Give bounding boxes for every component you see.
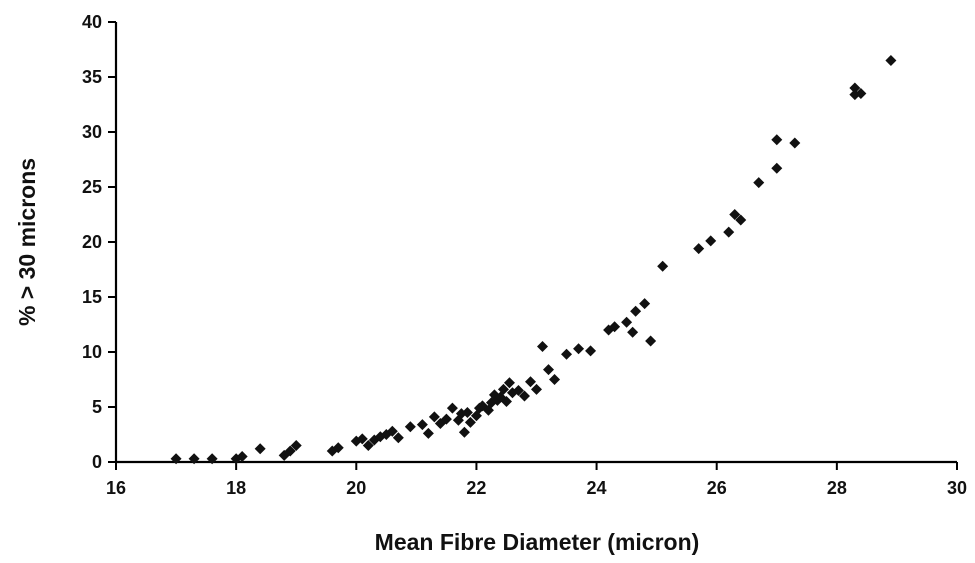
- x-tick-label: 16: [106, 478, 126, 498]
- data-point: [789, 137, 801, 149]
- x-tick-label: 30: [947, 478, 967, 498]
- data-point: [771, 134, 783, 146]
- y-tick-label: 10: [82, 342, 102, 362]
- data-point: [332, 442, 344, 454]
- data-point: [392, 432, 404, 444]
- data-point: [657, 260, 669, 272]
- x-tick-label: 24: [587, 478, 607, 498]
- data-point: [458, 426, 470, 438]
- data-point: [645, 335, 657, 347]
- data-point: [428, 411, 440, 423]
- data-point: [855, 88, 867, 99]
- y-axis-title: % > 30 microns: [14, 158, 40, 326]
- data-point: [561, 348, 573, 360]
- data-point: [362, 440, 374, 451]
- data-point: [290, 440, 302, 451]
- data-point: [723, 226, 735, 238]
- data-point: [404, 421, 416, 433]
- data-point: [461, 407, 473, 418]
- data-point: [188, 453, 200, 465]
- data-point: [512, 385, 524, 396]
- data-point: [503, 377, 515, 389]
- data-point: [531, 383, 542, 395]
- x-tick-label: 20: [346, 478, 366, 498]
- data-point: [639, 298, 651, 310]
- data-point: [630, 305, 642, 317]
- data-point: [753, 177, 765, 189]
- y-tick-label: 30: [82, 122, 102, 142]
- data-point: [543, 364, 555, 376]
- data-point: [386, 425, 398, 437]
- x-tick-label: 28: [827, 478, 847, 498]
- data-point: [549, 374, 561, 385]
- data-point: [537, 341, 549, 352]
- data-point: [693, 243, 705, 255]
- data-point: [356, 433, 368, 445]
- data-point: [440, 413, 452, 425]
- data-point: [446, 402, 458, 414]
- data-point: [236, 451, 248, 462]
- data-point: [885, 55, 897, 66]
- data-point: [416, 419, 428, 431]
- data-point: [524, 376, 536, 388]
- data-point: [735, 214, 747, 226]
- data-point: [585, 345, 597, 357]
- data-point: [206, 453, 218, 465]
- data-point: [705, 235, 717, 247]
- axes: [108, 21, 958, 470]
- data-point: [518, 390, 530, 402]
- x-axis-title: Mean Fibre Diameter (micron): [375, 529, 700, 555]
- y-tick-label: 0: [92, 452, 102, 472]
- data-point: [609, 321, 621, 333]
- data-point: [497, 383, 509, 395]
- x-tick-label: 22: [466, 478, 486, 498]
- data-point: [771, 162, 783, 174]
- tick-labels: 0 5 10 15 20 25 30 35 40 16 18 20 22 24 26 28 30: [82, 12, 967, 498]
- x-tick-label: 18: [226, 478, 246, 498]
- y-tick-label: 25: [82, 177, 102, 197]
- data-point: [464, 416, 476, 428]
- data-point: [621, 316, 633, 328]
- data-point: [627, 326, 639, 338]
- y-tick-label: 20: [82, 232, 102, 252]
- data-point: [729, 209, 741, 220]
- x-tick-label: 26: [707, 478, 727, 498]
- y-tick-label: 35: [82, 67, 102, 87]
- data-point: [422, 427, 434, 439]
- data-points: [170, 55, 897, 465]
- data-point: [254, 443, 266, 455]
- data-point: [284, 445, 296, 457]
- y-tick-label: 5: [92, 397, 102, 417]
- y-tick-label: 40: [82, 12, 102, 32]
- data-point: [170, 453, 182, 465]
- data-point: [573, 343, 585, 355]
- data-point: [849, 82, 861, 94]
- data-point: [500, 396, 512, 407]
- y-tick-label: 15: [82, 287, 102, 307]
